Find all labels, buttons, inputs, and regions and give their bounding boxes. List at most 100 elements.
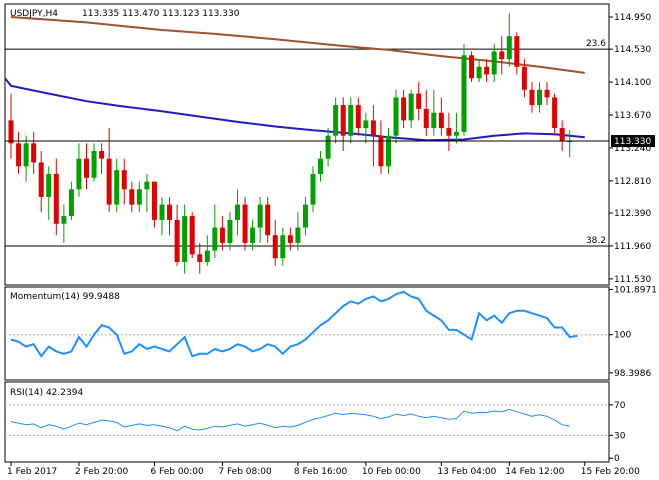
time-axis: 1 Feb 2017 2 Feb 20:00 6 Feb 00:00 7 Feb 08… xyxy=(7,462,640,477)
time-axis-label: 7 Feb 08:00 xyxy=(218,467,272,477)
candle-body xyxy=(136,189,142,205)
candle-body xyxy=(272,235,278,259)
momentum-axis: 101.8971 100 98.3986 xyxy=(609,285,657,379)
candle xyxy=(197,242,203,274)
candle-body xyxy=(84,158,89,178)
price-axis-label: 114.950 xyxy=(614,13,651,23)
fib-level-label: 38.2 xyxy=(586,236,606,246)
candle-body xyxy=(386,135,391,167)
candle xyxy=(363,112,369,144)
candle xyxy=(53,158,59,236)
current-price-marker: 113.330 xyxy=(5,135,655,148)
candle xyxy=(499,36,505,75)
candle xyxy=(23,135,29,182)
candle xyxy=(182,204,188,274)
candle-body xyxy=(476,66,482,79)
price-axis-label: 112.810 xyxy=(614,177,651,187)
candle xyxy=(235,189,240,236)
candle xyxy=(114,158,120,213)
candle-body xyxy=(355,105,361,129)
candle-body xyxy=(484,66,490,75)
candle-body xyxy=(204,250,210,263)
candle-body xyxy=(235,204,240,220)
candle-body xyxy=(318,158,324,174)
candle-body xyxy=(295,227,301,243)
candle-body xyxy=(68,189,74,217)
candle-body xyxy=(76,158,82,190)
candle xyxy=(272,219,278,266)
candle xyxy=(31,131,37,174)
candle xyxy=(212,204,218,259)
candle xyxy=(370,105,376,167)
time-axis-label: 1 Feb 2017 xyxy=(7,467,57,477)
candle-body xyxy=(333,105,339,136)
momentum-label: Momentum(14) 99.9488 xyxy=(10,292,120,302)
price-axis-label: 113.670 xyxy=(614,111,651,121)
candle-body xyxy=(129,189,135,205)
candle-body xyxy=(91,151,97,178)
time-axis-label: 13 Feb 04:00 xyxy=(437,467,496,477)
candle xyxy=(355,97,361,136)
rsi-line xyxy=(5,404,609,436)
candle-body xyxy=(114,170,120,205)
momentum-pane: Momentum(14) 99.9488 101.8971 100 98.3986 xyxy=(4,285,657,381)
candle xyxy=(287,227,293,251)
time-axis-label: 2 Feb 20:00 xyxy=(75,467,129,477)
candle-body xyxy=(189,216,195,255)
candle xyxy=(250,219,256,251)
candle xyxy=(318,151,324,182)
price-axis-label: 111.530 xyxy=(614,275,651,285)
candle xyxy=(416,82,422,121)
momentum-axis-label: 100 xyxy=(614,331,631,341)
candle-body xyxy=(16,143,22,167)
candle-body xyxy=(302,204,308,228)
price-axis: 114.950 114.530 114.100 113.670 113.240 112.8… xyxy=(609,13,651,285)
candle xyxy=(544,82,550,106)
candle-body xyxy=(559,128,565,142)
candle-body xyxy=(514,36,520,67)
candle xyxy=(491,43,497,83)
candle-body xyxy=(499,51,505,60)
candle-body xyxy=(197,254,203,263)
candle-body xyxy=(325,135,331,159)
fib-level-label: 23.6 xyxy=(586,39,606,49)
candle-body xyxy=(257,204,263,228)
candle xyxy=(506,13,512,67)
candle-body xyxy=(363,120,369,129)
candle-body xyxy=(287,235,293,243)
candle xyxy=(16,131,22,174)
candle-body xyxy=(408,93,414,121)
candle-body xyxy=(469,55,475,79)
rsi-pane-frame xyxy=(4,381,610,463)
candle xyxy=(242,196,248,251)
candle-body xyxy=(446,128,452,136)
time-axis-label: 14 Feb 12:00 xyxy=(505,467,564,477)
candle-body xyxy=(461,55,467,132)
candle xyxy=(386,128,391,174)
time-axis-label: 8 Feb 16:00 xyxy=(294,467,348,477)
candle xyxy=(461,43,467,136)
candle xyxy=(84,143,89,190)
time-axis-label: 15 Feb 20:00 xyxy=(581,467,640,477)
candle xyxy=(348,97,354,144)
price-axis-label: 114.100 xyxy=(614,78,651,88)
candle xyxy=(8,93,14,159)
candle-body xyxy=(31,143,37,163)
candle-body xyxy=(250,227,256,243)
candle xyxy=(423,89,429,136)
candle xyxy=(129,181,135,213)
candle-body xyxy=(242,204,248,243)
momentum-axis-label: 101.8971 xyxy=(614,285,657,295)
candle xyxy=(476,59,482,83)
candle xyxy=(38,151,44,213)
candle xyxy=(537,82,542,113)
candle-body xyxy=(182,216,188,263)
candle-body xyxy=(227,219,233,243)
candle xyxy=(559,120,565,152)
candle xyxy=(121,158,127,205)
candle-body xyxy=(151,181,157,220)
momentum-axis-label: 98.3986 xyxy=(614,369,651,379)
candle-body xyxy=(212,227,218,251)
